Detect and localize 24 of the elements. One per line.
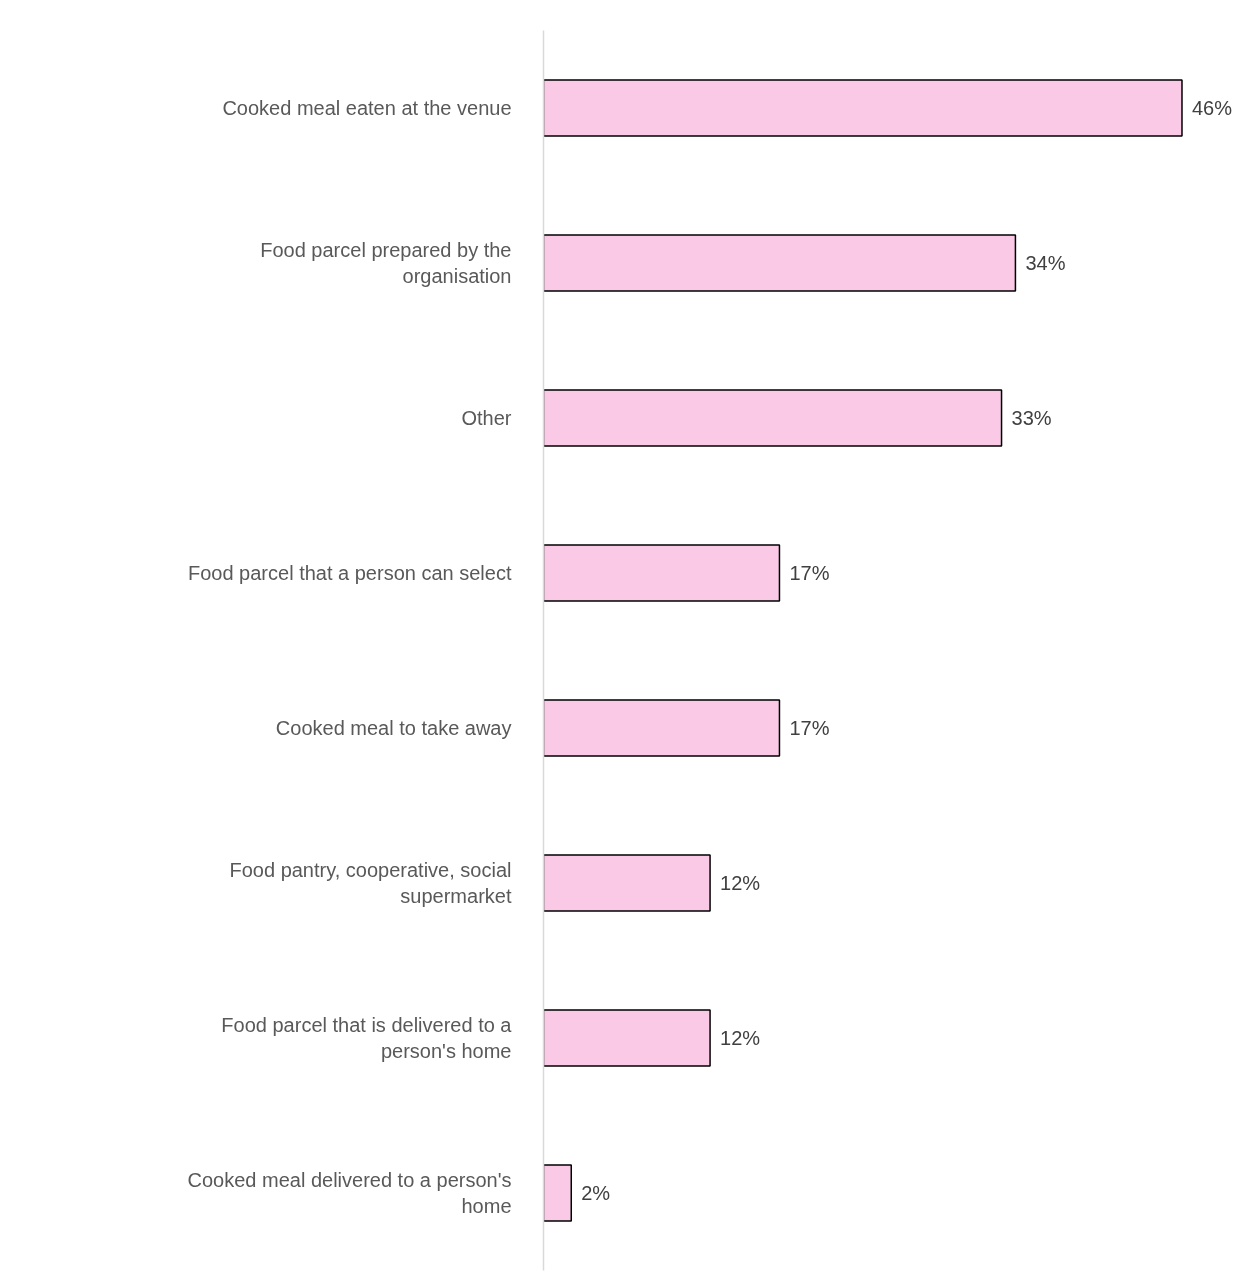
- bar: [543, 854, 711, 912]
- bar: [543, 234, 1017, 292]
- data-label: 2%: [581, 1182, 611, 1204]
- data-label: 12%: [720, 872, 761, 894]
- data-label: 17%: [789, 562, 830, 584]
- data-label: 33%: [1011, 407, 1052, 429]
- data-label: 34%: [1025, 252, 1066, 274]
- y-tick-label: Other: [461, 407, 512, 429]
- bar: [543, 544, 781, 602]
- bar: [543, 1164, 573, 1222]
- y-tick-label: Cooked meal eaten at the venue: [222, 97, 512, 119]
- y-tick-label: Cooked meal to take away: [275, 717, 512, 739]
- bar: [543, 1009, 711, 1067]
- bar: [543, 79, 1183, 137]
- data-label: 12%: [720, 1027, 761, 1049]
- bar: [543, 389, 1003, 447]
- y-tick-label: Food pantry, cooperative, social supermarket: [229, 858, 512, 908]
- y-tick-label: Cooked meal delivered to a person's home: [187, 1168, 512, 1218]
- y-tick-label: Food parcel that a person can select: [187, 562, 512, 584]
- y-tick-label: Food parcel prepared by the organisation: [260, 238, 512, 288]
- data-label: 46%: [1191, 97, 1233, 119]
- bar: [543, 699, 781, 757]
- y-tick-label: Food parcel that is delivered to a person's home: [221, 1013, 513, 1063]
- data-label: 17%: [789, 717, 830, 739]
